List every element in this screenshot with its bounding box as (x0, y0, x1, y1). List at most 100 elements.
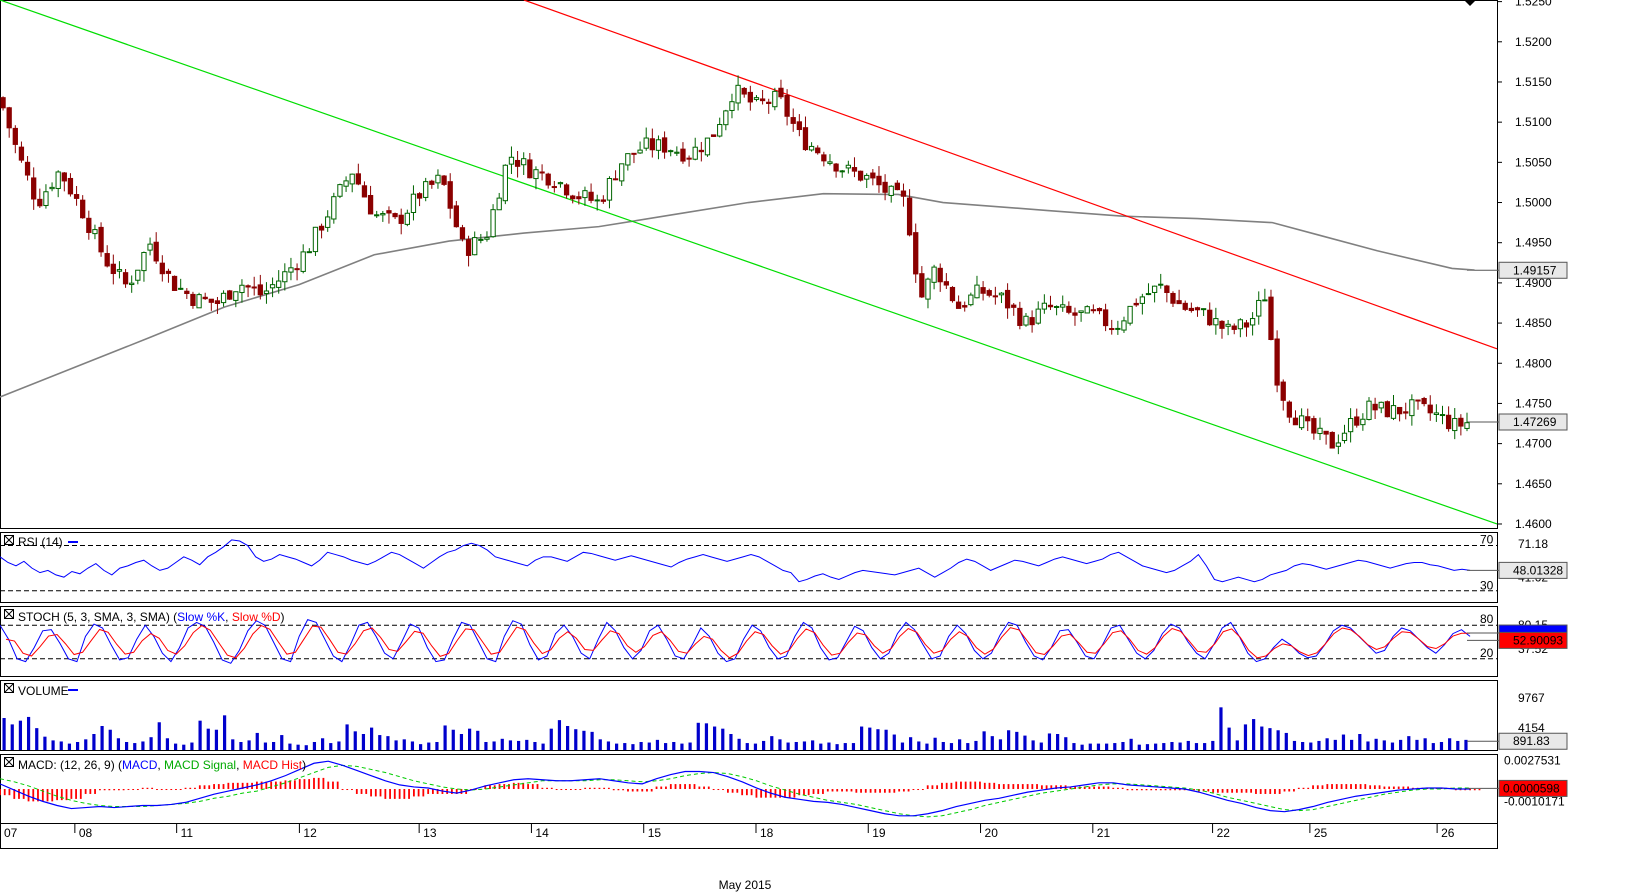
macd-hist-bar (455, 789, 458, 794)
candle (802, 116, 809, 151)
price-tick-label: 1.4800 (1515, 356, 1552, 370)
candle (753, 95, 760, 102)
candle (931, 264, 937, 290)
macd-hist-bar (669, 784, 672, 790)
macd-title: MACD: (12, 26, 9) (MACD, MACD Signal, MA… (18, 758, 306, 772)
candle (472, 231, 478, 256)
candle (949, 286, 956, 303)
volume-bar (704, 723, 709, 750)
candle (153, 232, 159, 264)
macd-hist-bar (655, 786, 658, 790)
volume-bar (361, 734, 366, 750)
macd-hist-bar (1164, 789, 1167, 791)
candle (955, 295, 962, 309)
macd-hist-bar (1259, 789, 1262, 794)
macd-hist-bar (703, 786, 705, 790)
macd-hist-bar (584, 787, 587, 790)
volume-bar (10, 724, 14, 750)
macd-hist-bar (65, 789, 68, 801)
candle (31, 167, 37, 210)
candle (1323, 430, 1329, 445)
candle (214, 297, 221, 314)
macd-hist-bar (370, 789, 372, 797)
macd-hist-bar (1469, 789, 1471, 791)
macd-hist-bar (222, 784, 225, 790)
macd-hist-bar (931, 785, 934, 790)
volume-bar (1186, 740, 1190, 750)
macd-hist-bar (755, 789, 758, 798)
volume-bar (1374, 738, 1378, 750)
macd-hist-bar (888, 789, 891, 793)
candle (551, 180, 557, 193)
volume-bar (1301, 742, 1305, 750)
macd-hist-bar (1278, 789, 1281, 794)
candle (723, 109, 729, 131)
candle (864, 173, 870, 189)
candle (98, 222, 104, 257)
volume-bar (721, 728, 725, 750)
volume-bar (1096, 743, 1101, 750)
macd-hist-bar (1131, 789, 1134, 791)
candle (545, 172, 551, 189)
volume-bar (843, 743, 847, 750)
volume-bar (59, 741, 63, 750)
macd-hist-bar (612, 789, 615, 791)
candle (1127, 305, 1133, 326)
candle (245, 284, 251, 298)
volume-bar (271, 742, 276, 750)
macd-hist-bar (1459, 789, 1462, 791)
date-tick-label: 25 (1314, 826, 1328, 840)
volume-bar (745, 743, 749, 750)
candle (490, 204, 496, 238)
candle (1194, 306, 1201, 317)
macd-hist-bar (165, 789, 168, 791)
volume-bar (1268, 728, 1272, 750)
date-tick-label: 07 (4, 826, 18, 840)
macd-hist-bar (1283, 789, 1286, 792)
macd-hist-bar (627, 789, 629, 792)
macd-hist-bar (983, 782, 986, 790)
candle (1347, 408, 1354, 443)
candle (857, 170, 864, 182)
stoch-frame (0, 606, 1498, 677)
candle (233, 291, 239, 308)
stoch-k-line (0, 618, 1471, 664)
candle (527, 152, 533, 179)
candle (355, 163, 361, 186)
macd-hist-bar (1288, 789, 1291, 792)
volume-bar (566, 726, 570, 750)
candle (325, 210, 331, 232)
candle (288, 257, 294, 281)
macd-hist-bar (317, 777, 320, 790)
candle (619, 163, 625, 186)
volume-bar (67, 743, 72, 750)
macd-hist-bar (75, 789, 77, 799)
macd-hist-bar (1364, 784, 1367, 790)
macd-hist-bar (1454, 789, 1457, 791)
macd-hist-bar (698, 786, 701, 790)
macd-hist-bar (60, 789, 63, 801)
volume-bar (75, 742, 80, 750)
macd-hist-bar (902, 789, 905, 792)
macd-hist-bar (117, 789, 120, 791)
volume-bar (1137, 744, 1141, 750)
macd-hist-bar (1478, 789, 1481, 791)
macd-hist-bar (308, 779, 311, 790)
volume-bar (631, 744, 635, 750)
price-tick-label: 1.4950 (1515, 236, 1552, 250)
macd-hist-bar (960, 781, 962, 790)
volume-bar (1439, 742, 1444, 750)
macd-hist-bar (969, 781, 972, 790)
candle (698, 141, 704, 162)
volume-bar (394, 740, 398, 750)
candle (196, 292, 202, 309)
volume-bar (933, 737, 937, 750)
volume-bar (1113, 743, 1117, 750)
volume-bar (1211, 740, 1215, 750)
macd-hist-bar (127, 789, 130, 791)
candle (882, 174, 888, 201)
volume-bar (811, 740, 815, 750)
macd-hist-bar (503, 784, 506, 790)
